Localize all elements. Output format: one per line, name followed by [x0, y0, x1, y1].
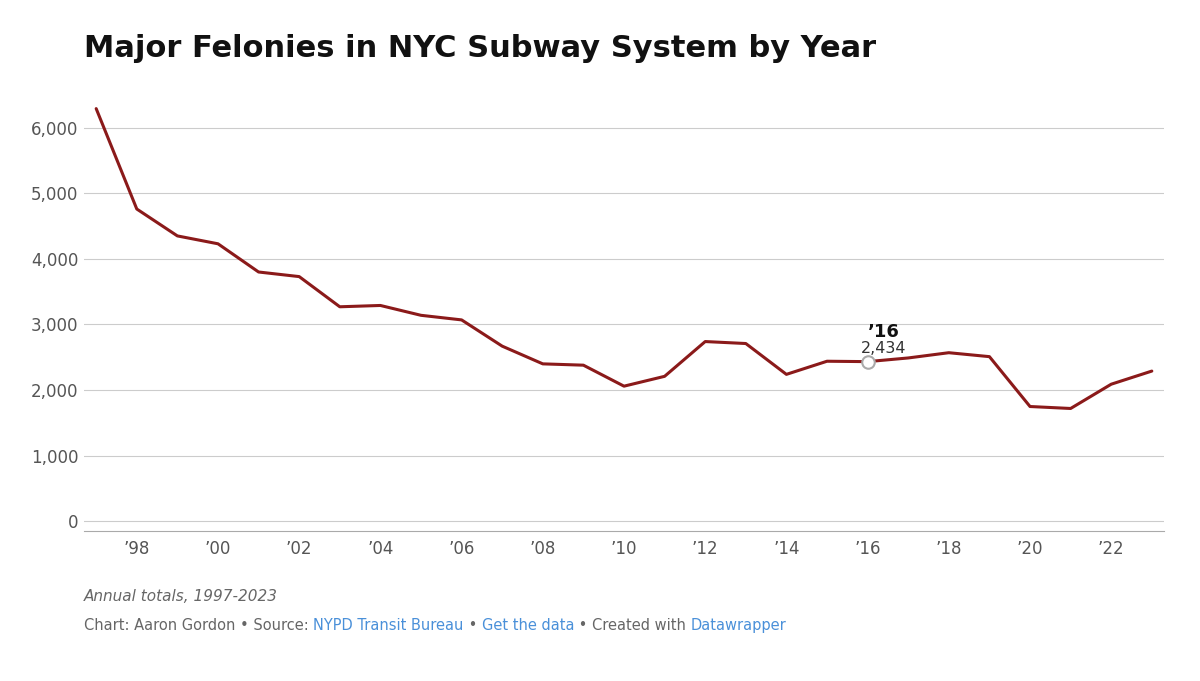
- Text: Get the data: Get the data: [481, 618, 575, 633]
- Text: ’16: ’16: [868, 323, 900, 340]
- Text: •: •: [463, 618, 481, 633]
- Text: Datawrapper: Datawrapper: [691, 618, 786, 633]
- Text: NYPD Transit Bureau: NYPD Transit Bureau: [313, 618, 463, 633]
- Text: Major Felonies in NYC Subway System by Year: Major Felonies in NYC Subway System by Y…: [84, 34, 876, 63]
- Text: • Created with: • Created with: [575, 618, 691, 633]
- Text: Annual totals, 1997-2023: Annual totals, 1997-2023: [84, 589, 278, 604]
- Text: 2,434: 2,434: [862, 340, 906, 355]
- Text: Chart: Aaron Gordon • Source:: Chart: Aaron Gordon • Source:: [84, 618, 313, 633]
